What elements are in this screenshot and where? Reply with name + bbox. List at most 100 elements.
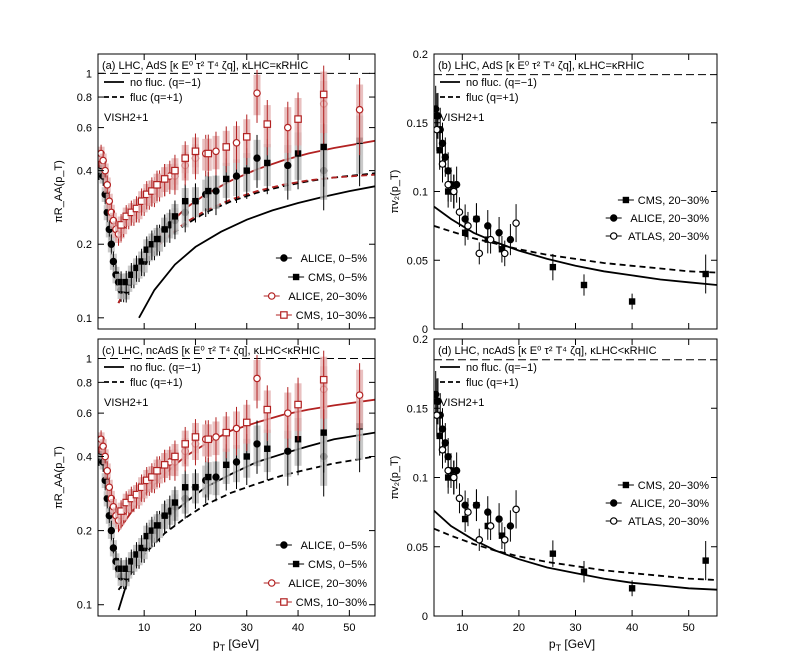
x-tick-label: 20 bbox=[189, 622, 201, 634]
data-point bbox=[242, 418, 251, 427]
legend-marker bbox=[622, 481, 630, 489]
legend-label: CMS, 10−30% bbox=[296, 310, 367, 322]
data-point bbox=[294, 115, 302, 123]
data-point bbox=[436, 432, 443, 440]
x-axis-label: pT [GeV] bbox=[213, 637, 259, 653]
data-point bbox=[117, 565, 125, 572]
legend-label: no fluc. (q=−1) bbox=[130, 77, 201, 89]
data-point bbox=[138, 544, 145, 552]
data-point bbox=[452, 180, 461, 189]
data-point bbox=[441, 439, 450, 447]
y-axis-label: πv₂(p_T) bbox=[389, 456, 401, 500]
data-point bbox=[320, 143, 327, 151]
legend-label: ALICE, 20−30% bbox=[630, 213, 709, 225]
data-point bbox=[434, 125, 441, 134]
legend-marker bbox=[267, 579, 276, 587]
legend-label: ATLAS, 20−30% bbox=[628, 516, 709, 528]
data-point bbox=[495, 515, 503, 523]
data-point bbox=[484, 222, 492, 230]
y-tick-label: 0.6 bbox=[77, 408, 92, 420]
data-point bbox=[444, 180, 452, 189]
data-point bbox=[264, 445, 271, 452]
data-point bbox=[320, 429, 327, 436]
y-tick-label: 0.2 bbox=[77, 239, 92, 251]
model-curve bbox=[434, 225, 717, 274]
data-point bbox=[107, 240, 116, 248]
data-point bbox=[580, 281, 588, 289]
data-point bbox=[283, 409, 292, 417]
data-point bbox=[103, 466, 112, 475]
model-curve bbox=[434, 205, 717, 286]
x-tick-label: 20 bbox=[513, 622, 525, 634]
x-tick-label: 10 bbox=[456, 622, 468, 634]
plot-area bbox=[98, 350, 375, 611]
data-point bbox=[319, 375, 328, 384]
x-tick-label: 50 bbox=[343, 622, 355, 634]
plot-area bbox=[434, 359, 717, 597]
data-point bbox=[264, 159, 271, 167]
data-point bbox=[204, 435, 213, 444]
data-point bbox=[160, 175, 169, 183]
data-point bbox=[148, 527, 156, 534]
x-axis-label: pT [GeV] bbox=[549, 637, 595, 653]
y-tick-label: 0.2 bbox=[413, 49, 428, 61]
data-point bbox=[506, 235, 515, 244]
data-point bbox=[205, 473, 212, 481]
legend-marker bbox=[622, 196, 630, 204]
y-tick-label: 0.1 bbox=[77, 600, 92, 612]
data-point bbox=[160, 461, 169, 469]
legend-label: CMS, 20−30% bbox=[638, 195, 709, 207]
legend-label: ALICE, 0−5% bbox=[301, 540, 368, 552]
data-point bbox=[486, 522, 495, 530]
y-tick-label: 0.2 bbox=[413, 334, 428, 346]
legend-label: CMS, 20−30% bbox=[638, 480, 709, 492]
y-tick-label: 0.1 bbox=[413, 473, 428, 485]
legend-label: fluc (q=+1) bbox=[130, 92, 183, 104]
data-point bbox=[223, 461, 230, 469]
legend-label: ALICE, 20−30% bbox=[630, 498, 709, 510]
data-point bbox=[495, 229, 503, 237]
data-point bbox=[232, 138, 241, 147]
data-point bbox=[153, 522, 161, 529]
data-point bbox=[192, 484, 199, 491]
panel-title: (c) LHC, ncAdS [κ E⁰ τ² T⁴ ζq], κLHC<κRH… bbox=[102, 345, 320, 357]
data-point bbox=[500, 536, 509, 544]
legend-label: ALICE, 20−30% bbox=[288, 578, 367, 590]
data-point bbox=[109, 544, 118, 552]
data-point bbox=[153, 235, 161, 243]
x-tick-label: 30 bbox=[241, 622, 253, 634]
data-point bbox=[153, 466, 161, 475]
y-tick-label: 0.05 bbox=[407, 255, 428, 267]
legend-marker bbox=[280, 311, 288, 319]
data-point bbox=[628, 298, 636, 305]
x-tick-label: 50 bbox=[683, 622, 695, 634]
data-point bbox=[103, 181, 112, 189]
data-point bbox=[204, 149, 213, 158]
data-point bbox=[355, 391, 364, 399]
data-point bbox=[191, 433, 200, 441]
legend-label: no fluc. (q=−1) bbox=[130, 362, 201, 374]
panel-title: (d) LHC, ncAdS [κ E⁰ τ² T⁴ ζq], κLHC<κRH… bbox=[438, 345, 657, 357]
data-point bbox=[243, 167, 250, 174]
model-label: VISH2+1 bbox=[104, 397, 148, 409]
data-point bbox=[253, 374, 261, 383]
legend-label: fluc (q=+1) bbox=[466, 377, 519, 389]
data-point bbox=[284, 447, 292, 455]
plot-area bbox=[434, 74, 717, 310]
data-point bbox=[628, 585, 636, 592]
data-point bbox=[107, 526, 116, 535]
x-tick-label: 30 bbox=[569, 622, 581, 634]
model-label: VISH2+1 bbox=[104, 112, 148, 124]
data-point bbox=[232, 424, 241, 433]
data-point bbox=[475, 536, 484, 544]
data-point bbox=[464, 508, 472, 516]
data-point bbox=[450, 187, 458, 196]
data-point bbox=[498, 246, 506, 253]
y-tick-label: 0.4 bbox=[77, 166, 92, 178]
data-point bbox=[171, 213, 179, 220]
data-point bbox=[441, 153, 450, 161]
model-curve bbox=[138, 185, 375, 319]
data-point bbox=[143, 246, 150, 253]
legend-label: ALICE, 0−5% bbox=[301, 253, 368, 265]
